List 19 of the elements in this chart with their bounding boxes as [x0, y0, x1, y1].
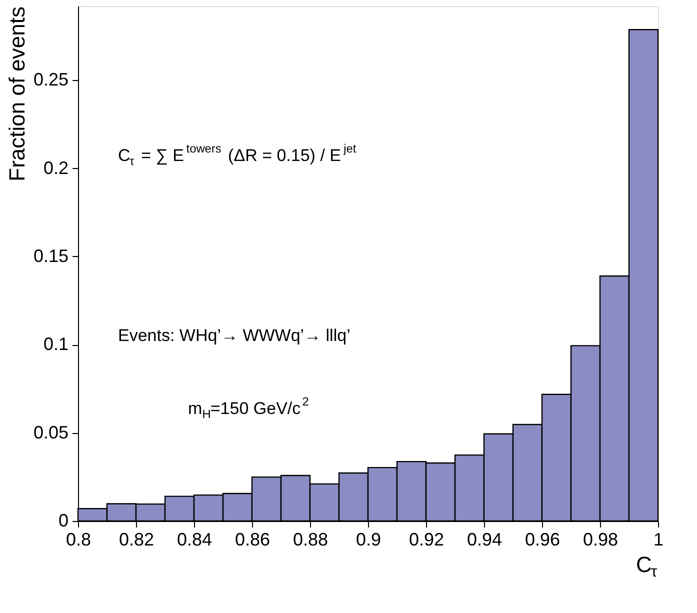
x-tick-label: 0.8	[66, 530, 92, 550]
x-tick-label: 0.94	[466, 530, 502, 550]
x-tick-label: 0.84	[176, 530, 212, 550]
y-tick-label: 0.15	[33, 246, 68, 266]
y-axis-title: Fraction of events	[4, 6, 30, 182]
y-tick-label: 0	[58, 510, 68, 530]
x-tick-label: 1	[653, 530, 664, 550]
x-tick-label: 0.98	[582, 530, 618, 550]
x-tick-label: 0.92	[408, 530, 444, 550]
y-tick-label: 0.1	[43, 334, 68, 354]
x-tick-label: 0.9	[356, 530, 382, 550]
x-tick-label: 0.88	[292, 530, 328, 550]
y-tick-label: 0.25	[33, 70, 68, 90]
x-tick-label: 0.82	[118, 530, 154, 550]
y-tick-label: 0.2	[43, 158, 68, 178]
annotation: Events: WHq’→ WWWq’→ lllq’	[118, 326, 350, 345]
y-tick-label: 0.05	[33, 422, 68, 442]
x-tick-label: 0.86	[234, 530, 270, 550]
x-tick-label: 0.96	[524, 530, 560, 550]
